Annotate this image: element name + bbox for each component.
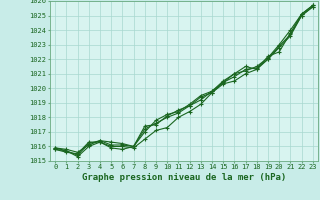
X-axis label: Graphe pression niveau de la mer (hPa): Graphe pression niveau de la mer (hPa) <box>82 173 286 182</box>
